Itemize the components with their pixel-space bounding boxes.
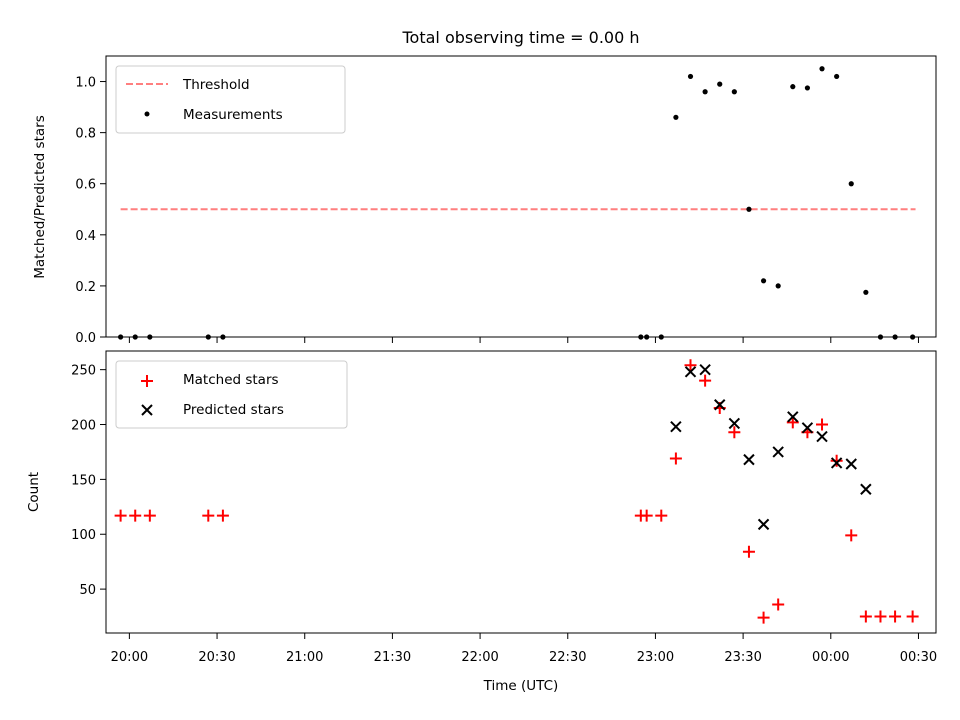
predicted-star-marker — [801, 422, 814, 434]
predicted-star-marker — [787, 411, 799, 423]
matched-star-marker — [889, 610, 902, 623]
matched-star-marker — [728, 426, 741, 439]
count-panel: 50 100 150 200 250 20:00 20:30 21:00 21:30 22:00… — [26, 350, 937, 694]
matched-star-marker — [816, 418, 829, 431]
x-tick-label: 21:00 — [286, 650, 323, 665]
measurement-point — [760, 278, 767, 284]
x-tick-label: 20:00 — [111, 650, 148, 665]
measurement-point — [731, 89, 737, 95]
measurement-point — [819, 66, 825, 72]
measurement-point — [673, 114, 679, 120]
measurement-point — [848, 181, 854, 187]
measurement-point — [702, 89, 708, 95]
matched-star-marker — [786, 416, 799, 429]
legend-frame — [115, 65, 346, 134]
y-tick-label: 250 — [71, 364, 96, 379]
count-plot-area — [114, 359, 919, 624]
predicted-star-marker — [860, 483, 872, 495]
x-tick-label: 22:30 — [549, 650, 586, 665]
predicted-star-marker — [816, 430, 828, 443]
predicted-star-marker — [743, 453, 755, 466]
legend-measurements-label: Measurements — [183, 107, 283, 123]
x-axis-label: Time (UTC) — [483, 678, 559, 694]
matched-star-marker — [669, 452, 682, 465]
y-tick-label: 150 — [71, 473, 96, 488]
measurement-point — [790, 84, 796, 90]
predicted-star-marker — [670, 421, 682, 433]
matched-star-marker — [906, 610, 919, 623]
x-tick-label: 22:00 — [461, 650, 498, 665]
matched-star-marker — [640, 509, 653, 522]
ratio-legend: Threshold Measurements — [115, 65, 346, 134]
measurement-point — [834, 73, 840, 80]
count-axes-frame — [105, 350, 937, 634]
predicted-star-marker — [845, 458, 857, 470]
predicted-star-marker — [757, 518, 770, 531]
predicted-star-marker — [699, 363, 711, 376]
measurement-point — [804, 85, 811, 91]
y-tick-label: 0.0 — [75, 331, 96, 346]
predicted-star-marker — [728, 417, 741, 430]
x-tick-label: 21:30 — [374, 650, 411, 665]
matched-star-marker — [684, 359, 697, 372]
matched-star-marker — [845, 529, 858, 542]
matched-star-marker — [742, 545, 755, 558]
matched-star-marker — [655, 509, 668, 522]
matched-star-marker — [757, 611, 770, 624]
ratio-x-axis — [128, 337, 919, 343]
matched-star-marker — [874, 610, 887, 623]
count-x-axis: 20:00 20:30 21:00 21:30 22:00 22:30 23:00 23:30… — [111, 633, 937, 665]
legend-predicted-label: Predicted stars — [183, 402, 284, 418]
legend-measurements-swatch — [144, 111, 150, 117]
y-tick-label: 0.6 — [75, 178, 96, 193]
count-legend: Matched stars Predicted stars — [115, 360, 348, 429]
ratio-axes-frame — [105, 55, 937, 338]
x-tick-label: 00:00 — [812, 650, 849, 665]
count-y-axis-label: Count — [26, 472, 42, 512]
predicted-star-marker — [684, 366, 697, 378]
legend-predicted-swatch — [141, 404, 153, 416]
matched-star-marker — [699, 374, 712, 387]
measurement-point — [863, 289, 869, 295]
x-tick-label: 23:30 — [724, 650, 761, 665]
chart-title: Total observing time = 0.00 h — [401, 28, 639, 47]
matched-star-marker — [216, 509, 229, 522]
predicted-star-marker — [714, 399, 726, 411]
y-tick-label: 0.8 — [75, 127, 96, 142]
measurement-point — [775, 283, 781, 289]
matched-star-marker — [143, 509, 156, 522]
count-y-axis: 50 100 150 200 250 — [71, 364, 106, 598]
legend-matched-swatch — [141, 375, 153, 387]
ratio-y-axis: 0.0 0.2 0.4 0.6 0.8 1.0 — [75, 76, 106, 346]
legend-matched-label: Matched stars — [183, 372, 279, 388]
matched-star-marker — [830, 454, 843, 467]
x-tick-label: 00:30 — [900, 650, 937, 665]
y-tick-label: 0.2 — [75, 280, 96, 295]
ratio-panel: 0.0 0.2 0.4 0.6 0.8 1.0 Matched/Predicted sta… — [32, 55, 937, 346]
matched-star-marker — [129, 509, 142, 522]
predicted-star-marker — [772, 446, 784, 458]
measurement-point — [687, 73, 694, 80]
matched-star-marker — [772, 598, 785, 611]
matched-star-marker — [114, 509, 127, 522]
ratio-y-axis-label: Matched/Predicted stars — [32, 115, 48, 278]
legend-threshold-label: Threshold — [182, 77, 250, 93]
x-tick-label: 20:30 — [198, 650, 235, 665]
matched-star-marker — [859, 610, 872, 623]
y-tick-label: 1.0 — [75, 76, 96, 91]
y-tick-label: 0.4 — [75, 229, 96, 244]
legend-frame — [115, 360, 348, 429]
y-tick-label: 200 — [71, 419, 96, 434]
matched-star-marker — [202, 509, 215, 522]
measurement-point — [746, 206, 752, 212]
predicted-star-marker — [830, 457, 843, 469]
y-tick-label: 100 — [71, 528, 96, 543]
measurement-point — [717, 81, 723, 87]
x-tick-label: 23:00 — [637, 650, 674, 665]
y-tick-label: 50 — [79, 583, 96, 598]
